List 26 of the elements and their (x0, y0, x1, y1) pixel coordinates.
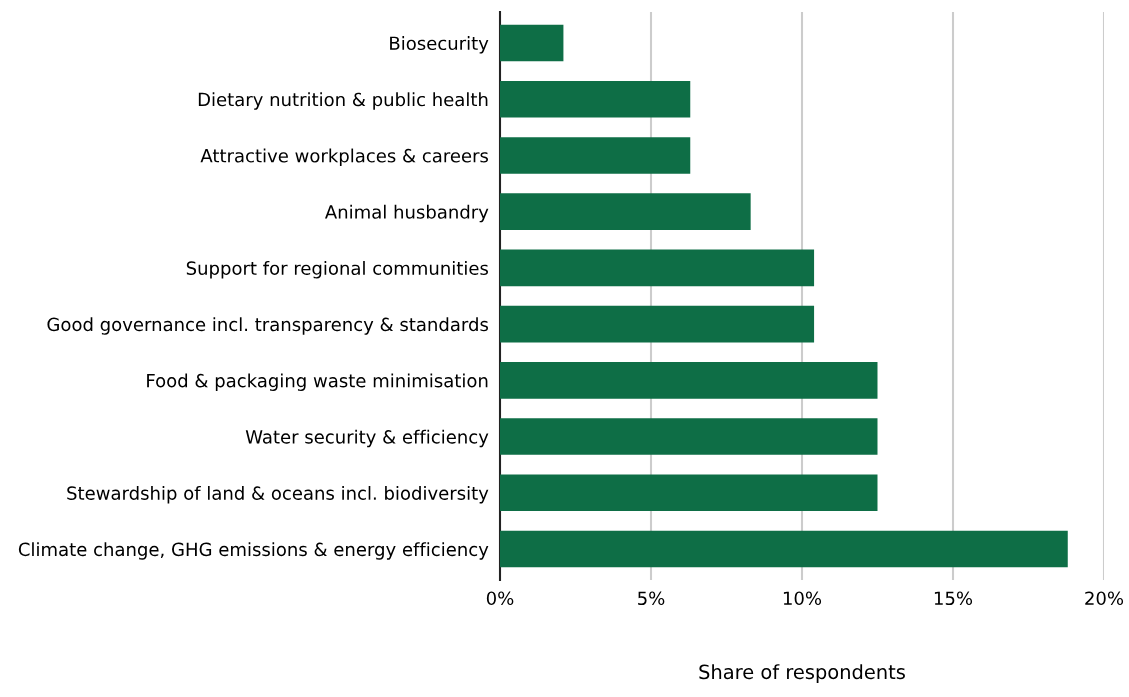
bar (500, 137, 691, 174)
bar (500, 418, 878, 455)
y-tick-label: Good governance incl. transparency & standards (47, 317, 489, 335)
x-tick-label: 20% (1085, 591, 1124, 606)
bar (500, 249, 815, 287)
bar (500, 193, 751, 230)
y-tick-label: Support for regional communities (186, 261, 489, 279)
x-tick-label: 0% (486, 591, 514, 606)
y-tick-label: Climate change, GHG emissions & energy efficiency (18, 542, 489, 560)
y-tick-label: Dietary nutrition & public health (198, 92, 488, 110)
y-tick-label: Stewardship of land & oceans incl. biodiversity (67, 485, 489, 504)
bar (500, 474, 878, 512)
bar (500, 24, 564, 62)
x-axis-title: Share of respondents (699, 664, 905, 683)
bar (500, 305, 815, 343)
bar (500, 362, 878, 399)
x-tick-label: 15% (934, 591, 973, 606)
y-tick-label: Attractive workplaces & careers (200, 148, 489, 167)
bar (500, 530, 1068, 568)
x-tick-label: 5% (638, 591, 665, 606)
y-tick-label: Food & packaging waste minimisation (147, 373, 488, 391)
y-tick-label: Biosecurity (390, 36, 489, 54)
y-tick-label: Animal husbandry (324, 204, 489, 223)
bar (500, 80, 691, 118)
x-tick-label: 10% (783, 591, 822, 606)
y-tick-label: Water security & efficiency (245, 429, 489, 448)
